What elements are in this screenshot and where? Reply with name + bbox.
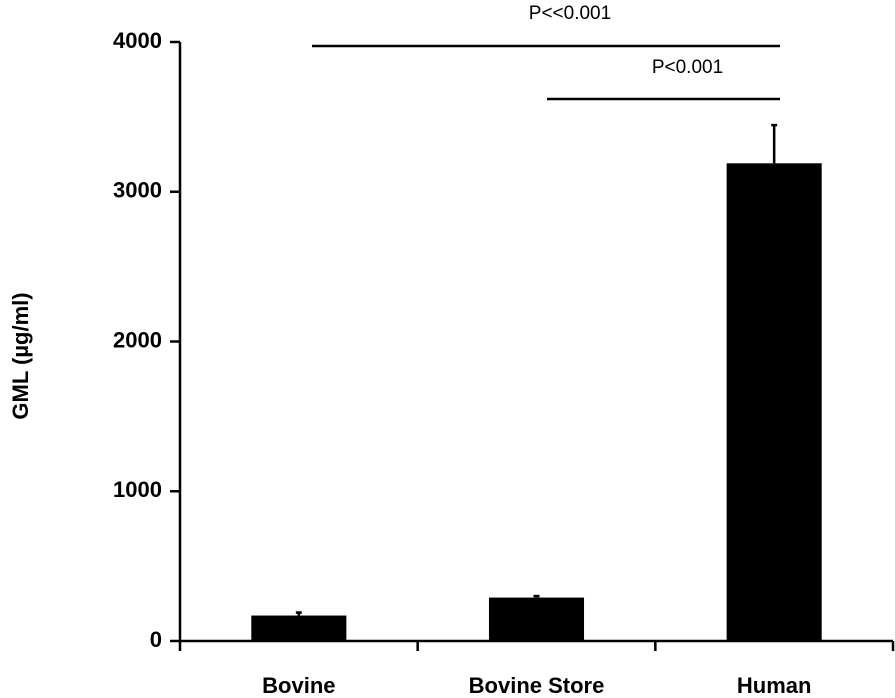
x-tick-label: Human (737, 673, 812, 698)
bar (251, 615, 347, 641)
y-tick-label: 1000 (113, 477, 162, 502)
significance-label: P<0.001 (652, 57, 723, 78)
x-tick-label: Bovine (262, 673, 335, 698)
error-bar (295, 611, 302, 616)
x-tick-label: Bovine Store (469, 673, 605, 698)
error-bar (771, 123, 778, 164)
error-bar (533, 594, 540, 598)
y-tick-label: 0 (150, 627, 162, 652)
y-tick-label: 2000 (113, 327, 162, 352)
y-tick-label: 3000 (113, 178, 162, 203)
significance-label: P<<0.001 (529, 3, 611, 24)
bar (488, 597, 585, 641)
y-tick-label: 4000 (113, 28, 162, 53)
y-axis-label: GML (µg/ml) (8, 292, 33, 419)
bar (726, 163, 822, 642)
